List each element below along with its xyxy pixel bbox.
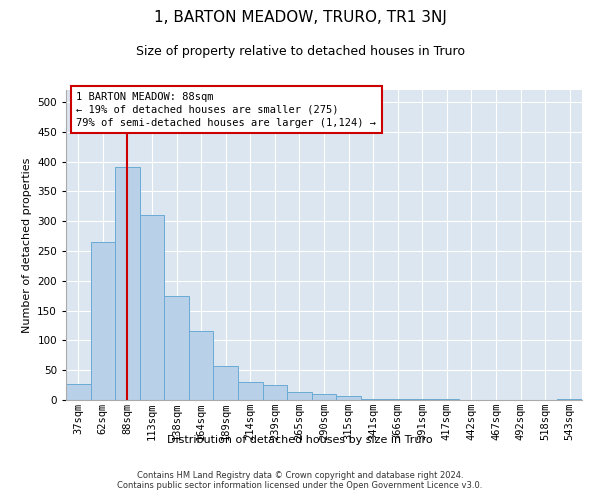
Text: 1, BARTON MEADOW, TRURO, TR1 3NJ: 1, BARTON MEADOW, TRURO, TR1 3NJ bbox=[154, 10, 446, 25]
Bar bbox=[189, 332, 214, 400]
Bar bbox=[91, 242, 115, 400]
Bar bbox=[263, 385, 287, 400]
Text: Contains HM Land Registry data © Crown copyright and database right 2024.
Contai: Contains HM Land Registry data © Crown c… bbox=[118, 470, 482, 490]
Bar bbox=[361, 399, 385, 400]
Bar bbox=[238, 382, 263, 400]
Text: Distribution of detached houses by size in Truro: Distribution of detached houses by size … bbox=[167, 435, 433, 445]
Bar bbox=[312, 394, 336, 400]
Bar bbox=[336, 396, 361, 400]
Text: 1 BARTON MEADOW: 88sqm
← 19% of detached houses are smaller (275)
79% of semi-de: 1 BARTON MEADOW: 88sqm ← 19% of detached… bbox=[76, 92, 376, 128]
Bar bbox=[66, 384, 91, 400]
Bar bbox=[115, 168, 140, 400]
Y-axis label: Number of detached properties: Number of detached properties bbox=[22, 158, 32, 332]
Text: Size of property relative to detached houses in Truro: Size of property relative to detached ho… bbox=[136, 45, 464, 58]
Bar bbox=[214, 366, 238, 400]
Bar bbox=[287, 392, 312, 400]
Bar bbox=[140, 215, 164, 400]
Bar bbox=[164, 296, 189, 400]
